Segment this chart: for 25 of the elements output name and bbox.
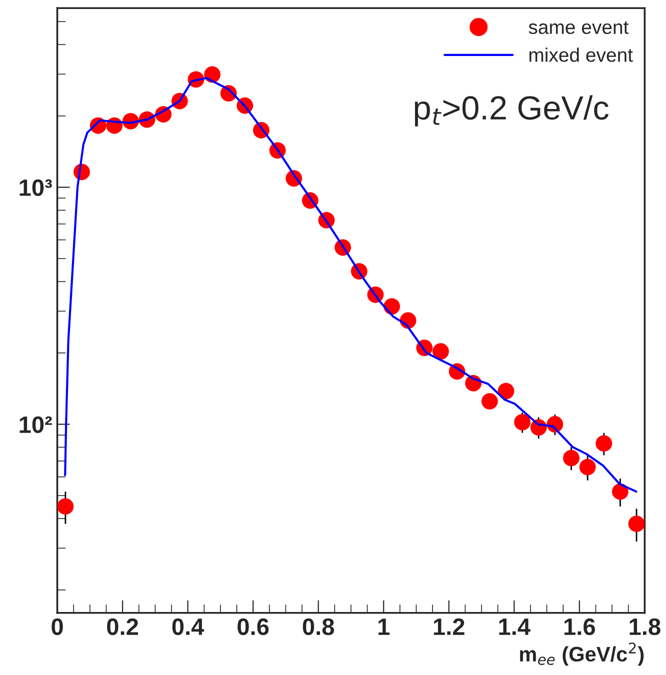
- point: [481, 393, 498, 410]
- point: [563, 450, 580, 466]
- legend-label: mixed event: [529, 48, 633, 62]
- legend-label: same event: [528, 21, 629, 34]
- x-tick-label: 1: [378, 618, 390, 635]
- y-tick-label: 10³: [20, 179, 52, 196]
- x-tick-label: 1.2: [434, 618, 464, 635]
- x-tick-label: 0.2: [107, 618, 138, 636]
- point: [432, 343, 449, 360]
- x-axis-title: m$_{ee}$ (GeV/c$^{2}$): [520, 642, 644, 666]
- x-tick-label: 1.8: [630, 618, 660, 636]
- point: [514, 414, 531, 430]
- point: [628, 516, 645, 532]
- x-tick-label: 1.6: [564, 618, 595, 636]
- y-tick-label: 10²: [20, 416, 52, 434]
- point: [57, 498, 74, 515]
- point: [498, 382, 514, 400]
- x-tick-label: 0.4: [172, 618, 204, 636]
- x-tick-label: 0: [52, 618, 63, 636]
- annotation: p$_{t}$>0.2 GeV/c: [414, 95, 609, 126]
- point: [596, 435, 612, 452]
- x-tick-label: 0.6: [238, 618, 269, 636]
- point: [579, 458, 596, 476]
- x-tick-label: 0.8: [302, 618, 334, 636]
- x-tick-label: 1.4: [499, 618, 530, 635]
